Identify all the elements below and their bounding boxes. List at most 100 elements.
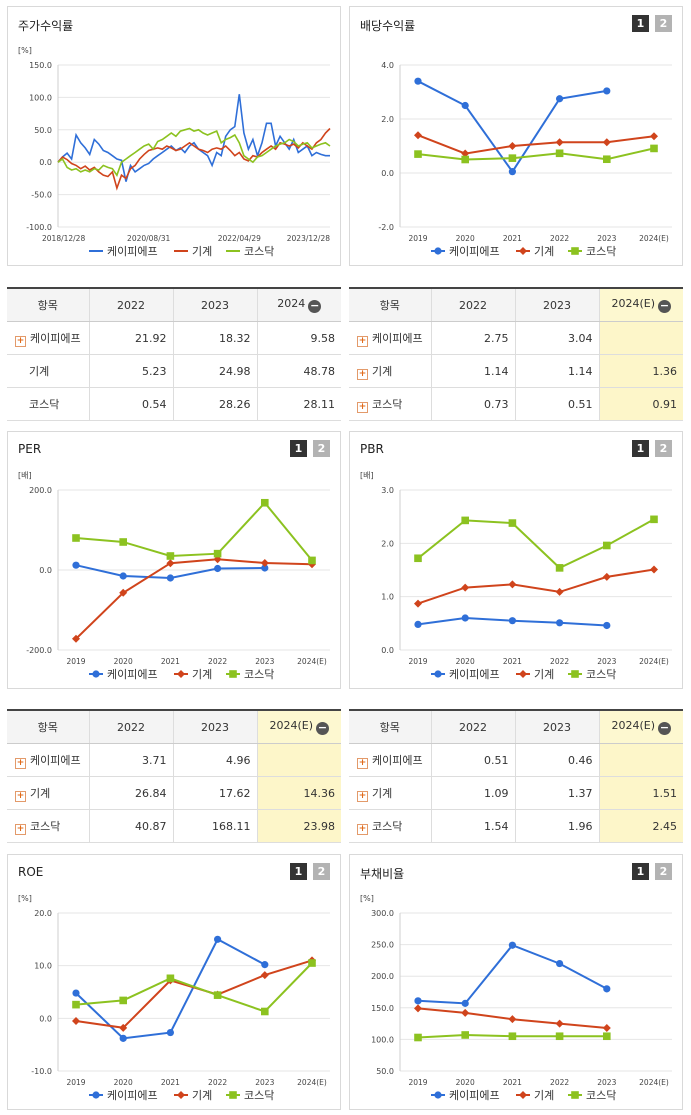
page-2-button[interactable]: 2 xyxy=(655,15,672,32)
column-header: 항목 xyxy=(349,709,431,744)
expand-icon[interactable]: + xyxy=(15,823,26,835)
page-2-button[interactable]: 2 xyxy=(655,863,672,880)
row-label[interactable]: + 코스닥 xyxy=(349,387,431,421)
data-point xyxy=(72,561,80,569)
expand-icon[interactable]: + xyxy=(357,368,368,380)
legend-item[interactable]: 기계 xyxy=(174,668,212,681)
series-코스닥 xyxy=(414,515,658,572)
page-1-button[interactable]: 1 xyxy=(632,863,649,880)
collapse-icon[interactable]: − xyxy=(316,721,330,735)
page-2-button[interactable]: 2 xyxy=(655,440,672,457)
table-cell: 28.26 xyxy=(172,387,257,421)
series-line xyxy=(75,962,313,1013)
row-label[interactable]: + 케이피에프 xyxy=(349,743,431,777)
row-label[interactable]: + 케이피에프 xyxy=(349,321,431,355)
table-row: + 케이피에프 0.51 0.46 xyxy=(349,743,683,777)
legend-label: 케이피에프 xyxy=(449,245,500,258)
x-tick-label: 2024(E) xyxy=(297,657,327,666)
data-point xyxy=(508,168,516,176)
panel-title: 부채비율 xyxy=(360,867,405,881)
page-1-button[interactable]: 1 xyxy=(632,15,649,32)
table-cell: 3.71 xyxy=(88,743,173,777)
legend-label: 코스닥 xyxy=(586,245,616,258)
data-point xyxy=(119,1034,127,1042)
expand-icon[interactable]: + xyxy=(15,335,26,347)
column-header: 항목 xyxy=(7,287,89,322)
legend-item[interactable]: 코스닥 xyxy=(226,668,274,681)
legend-label: 기계 xyxy=(192,668,212,681)
expand-icon[interactable]: + xyxy=(357,335,368,347)
table-cell: 21.92 xyxy=(88,321,173,355)
legend-item[interactable]: 코스닥 xyxy=(568,1089,616,1102)
collapse-icon[interactable]: − xyxy=(658,299,672,313)
page-1-button[interactable]: 1 xyxy=(632,440,649,457)
legend-label: 기계 xyxy=(192,1089,212,1102)
expand-icon[interactable]: + xyxy=(357,790,368,802)
legend-item[interactable]: 케이피에프 xyxy=(89,1089,158,1102)
legend-marker xyxy=(519,1091,527,1099)
chart: [배] 200.0 0.0 -200.0 2019 2020 2021 2022 2023 202… xyxy=(18,471,330,681)
data-point xyxy=(414,1033,422,1042)
series-line xyxy=(75,937,266,1040)
y-tick-label: 50.0 xyxy=(376,1067,394,1076)
row-label[interactable]: + 코스닥 xyxy=(7,809,89,843)
roe-panel: ROE 1 2 [%] 20.0 10.0 0.0 -10.0 2019 2020 2021 2… xyxy=(7,854,341,1110)
table-cell: 26.84 xyxy=(88,776,173,810)
table-cell: 0.91 xyxy=(598,387,683,421)
expand-icon[interactable]: + xyxy=(357,401,368,413)
data-point xyxy=(214,935,222,943)
table-cell: 23.98 xyxy=(256,809,341,843)
legend-item[interactable]: 케이피에프 xyxy=(89,668,158,681)
x-tick-label: 2023 xyxy=(597,1078,616,1087)
legend-item[interactable]: 케이피에프 xyxy=(431,1089,500,1102)
row-label[interactable]: + 기계 xyxy=(349,354,431,388)
collapse-icon[interactable]: − xyxy=(308,299,322,313)
pager: 1 2 xyxy=(290,863,330,880)
expand-icon[interactable]: + xyxy=(357,757,368,769)
data-point xyxy=(261,564,269,572)
legend-marker xyxy=(571,1091,579,1099)
data-point xyxy=(508,154,517,162)
page-1-button[interactable]: 1 xyxy=(290,863,307,880)
legend-item[interactable]: 케이피에프 xyxy=(89,245,158,258)
legend-item[interactable]: 기계 xyxy=(516,245,554,258)
legend-item[interactable]: 코스닥 xyxy=(568,668,616,681)
data-point xyxy=(414,554,422,563)
panel-title: ROE xyxy=(18,865,44,879)
legend-item[interactable]: 코스닥 xyxy=(226,245,274,258)
legend-label: 기계 xyxy=(534,245,554,258)
page-2-button[interactable]: 2 xyxy=(313,863,330,880)
row-label[interactable]: + 케이피에프 xyxy=(7,321,89,355)
legend-item[interactable]: 기계 xyxy=(174,1089,212,1102)
row-label[interactable]: + 기계 xyxy=(7,776,89,810)
expand-icon[interactable]: + xyxy=(357,823,368,835)
data-point xyxy=(555,138,564,147)
y-tick-label: 0.0 xyxy=(39,158,52,167)
legend-label: 코스닥 xyxy=(244,668,274,681)
pager: 1 2 xyxy=(632,15,672,32)
page-1-button[interactable]: 1 xyxy=(290,440,307,457)
legend-item[interactable]: 기계 xyxy=(516,1089,554,1102)
series-line xyxy=(417,147,655,161)
expand-icon[interactable]: + xyxy=(15,757,26,769)
row-label[interactable]: + 케이피에프 xyxy=(7,743,89,777)
legend-label: 코스닥 xyxy=(586,668,616,681)
column-header: 항목 xyxy=(349,287,431,322)
collapse-icon[interactable]: − xyxy=(658,721,672,735)
legend-label: 기계 xyxy=(534,1089,554,1102)
row-label[interactable]: + 코스닥 xyxy=(349,809,431,843)
row-label[interactable]: + 기계 xyxy=(349,776,431,810)
legend-item[interactable]: 케이피에프 xyxy=(431,245,500,258)
data-point xyxy=(602,138,611,147)
legend-item[interactable]: 기계 xyxy=(516,668,554,681)
expand-icon[interactable]: + xyxy=(15,790,26,802)
legend-item[interactable]: 기계 xyxy=(174,245,212,258)
dividend-yield-panel: 배당수익률 1 2 4.0 2.0 0.0 -2.0 2019 2020 2021 2022 2… xyxy=(349,6,683,266)
legend-item[interactable]: 코스닥 xyxy=(568,245,616,258)
legend-item[interactable]: 코스닥 xyxy=(226,1089,274,1102)
data-point xyxy=(555,149,564,158)
page-2-button[interactable]: 2 xyxy=(313,440,330,457)
data-point xyxy=(603,621,611,630)
legend-item[interactable]: 케이피에프 xyxy=(431,668,500,681)
x-tick-label: 2022 xyxy=(550,657,569,666)
